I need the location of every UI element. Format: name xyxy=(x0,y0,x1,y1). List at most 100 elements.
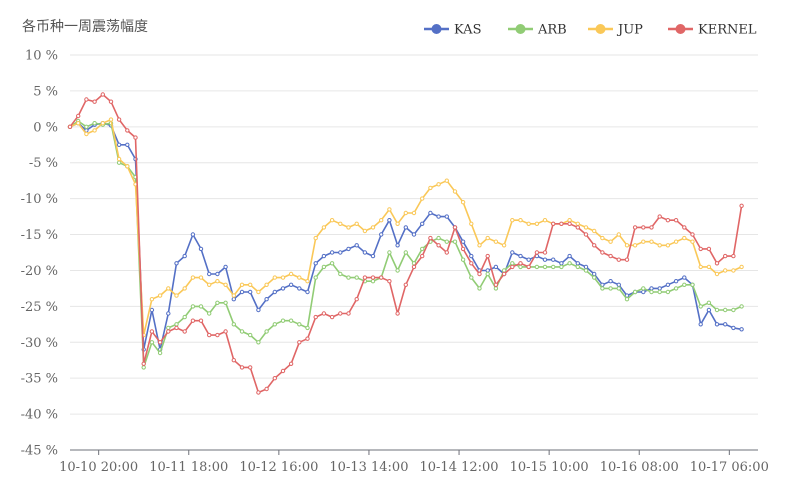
data-point xyxy=(567,218,572,223)
data-point xyxy=(632,225,638,230)
data-point xyxy=(641,239,646,244)
data-point xyxy=(460,257,466,262)
data-point xyxy=(542,264,548,270)
data-point xyxy=(239,289,245,295)
data-point xyxy=(125,164,130,169)
data-point xyxy=(477,243,482,248)
data-point xyxy=(280,318,286,323)
data-point xyxy=(485,271,490,277)
data-point xyxy=(272,275,277,280)
data-point xyxy=(444,250,449,255)
data-point xyxy=(215,332,220,338)
data-point xyxy=(321,225,327,230)
data-point xyxy=(649,225,654,230)
data-point xyxy=(149,297,155,302)
data-point xyxy=(575,261,580,266)
legend-item-kernel[interactable]: KERNEL xyxy=(668,23,757,38)
data-point xyxy=(665,218,671,223)
data-point xyxy=(551,264,556,270)
data-point xyxy=(632,289,638,295)
data-point xyxy=(657,289,662,295)
data-point xyxy=(182,286,187,291)
data-point xyxy=(731,268,736,273)
data-point xyxy=(608,253,613,259)
legend-label: KERNEL xyxy=(698,23,757,38)
data-point xyxy=(436,235,441,241)
legend-item-arb[interactable]: ARB xyxy=(508,23,567,38)
data-point xyxy=(84,97,89,102)
data-point xyxy=(239,329,245,334)
data-point xyxy=(395,268,400,273)
data-point xyxy=(682,225,687,230)
data-point xyxy=(690,239,695,244)
data-point xyxy=(632,243,638,248)
x-tick-label: 10-13 14:00 xyxy=(329,460,408,475)
data-point xyxy=(166,311,171,316)
data-point xyxy=(583,268,589,273)
data-point xyxy=(166,329,171,334)
data-point xyxy=(370,275,376,280)
data-point xyxy=(403,225,408,230)
data-point xyxy=(395,311,400,316)
data-point xyxy=(723,268,728,273)
x-tick-label: 10-17 06:00 xyxy=(690,460,769,475)
data-point xyxy=(420,253,425,259)
y-tick-label: -25 % xyxy=(21,300,58,315)
data-point xyxy=(346,225,351,230)
legend-item-jup[interactable]: JUP xyxy=(588,23,643,38)
x-tick-label: 10-10 20:00 xyxy=(59,460,138,475)
series-kas xyxy=(67,121,744,352)
data-point xyxy=(469,275,474,280)
data-point xyxy=(469,221,474,227)
data-point xyxy=(690,282,695,287)
data-point xyxy=(321,264,327,270)
data-point xyxy=(215,300,220,305)
data-point xyxy=(575,225,580,230)
data-point xyxy=(198,304,204,309)
data-point xyxy=(157,350,163,356)
data-point xyxy=(190,304,196,309)
data-point xyxy=(551,257,556,262)
data-point xyxy=(420,246,425,252)
data-point xyxy=(288,282,294,287)
data-point xyxy=(706,300,712,305)
y-tick-label: -5 % xyxy=(29,156,58,171)
data-point xyxy=(116,156,122,162)
data-point xyxy=(600,250,605,255)
data-point xyxy=(673,239,679,244)
legend-swatch-marker xyxy=(595,24,606,34)
data-point xyxy=(379,218,384,223)
legend-label: JUP xyxy=(616,23,643,38)
data-point xyxy=(510,250,515,255)
x-tick-label: 10-14 12:00 xyxy=(420,460,499,475)
data-point xyxy=(346,275,351,280)
data-point xyxy=(485,268,490,273)
data-point xyxy=(264,282,269,287)
data-point xyxy=(436,243,441,248)
data-point xyxy=(174,293,179,298)
data-point xyxy=(141,361,146,366)
data-point xyxy=(354,243,359,248)
data-point xyxy=(387,279,392,284)
data-point xyxy=(305,325,310,331)
data-point xyxy=(223,264,228,270)
data-point xyxy=(649,289,654,295)
data-point xyxy=(485,253,490,259)
data-point xyxy=(444,178,449,183)
data-point xyxy=(239,282,245,287)
data-point xyxy=(272,289,277,295)
data-point xyxy=(551,221,556,227)
data-point xyxy=(510,264,515,270)
data-point xyxy=(403,282,408,287)
data-point xyxy=(256,289,261,295)
data-point xyxy=(182,329,187,334)
data-point xyxy=(403,250,408,255)
data-point xyxy=(690,232,695,237)
y-tick-label: -20 % xyxy=(21,264,58,279)
data-point xyxy=(657,286,662,291)
legend[interactable]: KAS ARB JUP KERNEL xyxy=(424,23,757,38)
data-point xyxy=(354,297,359,302)
legend-item-kas[interactable]: KAS xyxy=(424,23,481,38)
data-point xyxy=(92,99,97,104)
